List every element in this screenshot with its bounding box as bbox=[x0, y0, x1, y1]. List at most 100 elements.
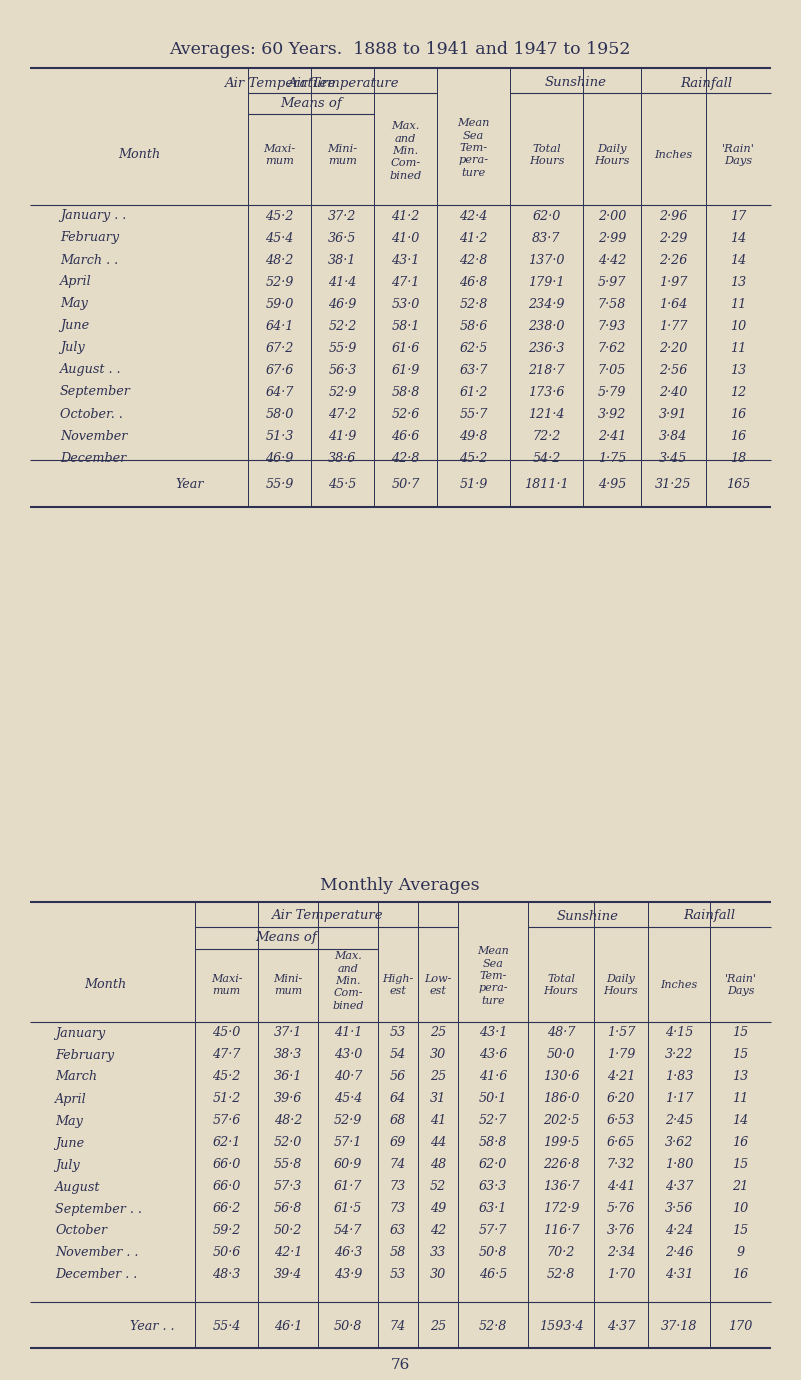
Text: 2·29: 2·29 bbox=[659, 232, 688, 244]
Text: Air Temperature: Air Temperature bbox=[271, 909, 382, 922]
Text: 1·75: 1·75 bbox=[598, 451, 626, 465]
Text: 37·1: 37·1 bbox=[274, 1027, 302, 1039]
Text: 4·42: 4·42 bbox=[598, 254, 626, 266]
Text: 56: 56 bbox=[390, 1071, 406, 1083]
Text: 31·25: 31·25 bbox=[655, 477, 692, 490]
Text: 50·8: 50·8 bbox=[479, 1246, 507, 1260]
Text: 50·8: 50·8 bbox=[334, 1319, 362, 1333]
Text: 61·7: 61·7 bbox=[334, 1180, 362, 1194]
Text: 45·0: 45·0 bbox=[212, 1027, 240, 1039]
Text: 3·56: 3·56 bbox=[665, 1202, 693, 1216]
Text: 202·5: 202·5 bbox=[543, 1115, 579, 1127]
Text: 39·6: 39·6 bbox=[274, 1093, 302, 1105]
Text: 58·6: 58·6 bbox=[459, 320, 488, 333]
Text: 1·83: 1·83 bbox=[665, 1071, 693, 1083]
Text: 50·1: 50·1 bbox=[479, 1093, 507, 1105]
Text: 3·22: 3·22 bbox=[665, 1049, 693, 1061]
Text: 2·46: 2·46 bbox=[665, 1246, 693, 1260]
Text: 43·9: 43·9 bbox=[334, 1268, 362, 1282]
Text: June: June bbox=[55, 1137, 84, 1150]
Text: 7·62: 7·62 bbox=[598, 341, 626, 355]
Text: September: September bbox=[60, 385, 131, 399]
Text: 45·4: 45·4 bbox=[334, 1093, 362, 1105]
Text: 48·2: 48·2 bbox=[265, 254, 294, 266]
Text: April: April bbox=[55, 1093, 87, 1105]
Text: 1·79: 1·79 bbox=[607, 1049, 635, 1061]
Text: Rainfall: Rainfall bbox=[683, 909, 735, 922]
Text: 66·0: 66·0 bbox=[212, 1180, 240, 1194]
Text: 67·2: 67·2 bbox=[265, 341, 294, 355]
Text: 54: 54 bbox=[390, 1049, 406, 1061]
Text: 37·2: 37·2 bbox=[328, 210, 356, 222]
Text: October: October bbox=[55, 1224, 107, 1238]
Text: 72·2: 72·2 bbox=[533, 429, 561, 443]
Text: 16: 16 bbox=[731, 429, 747, 443]
Text: 13: 13 bbox=[731, 276, 747, 288]
Text: March . .: March . . bbox=[60, 254, 118, 266]
Text: 15: 15 bbox=[732, 1224, 749, 1238]
Text: 5·79: 5·79 bbox=[598, 385, 626, 399]
Text: 45·2: 45·2 bbox=[265, 210, 294, 222]
Text: Daily
Hours: Daily Hours bbox=[604, 974, 638, 996]
Text: 47·1: 47·1 bbox=[392, 276, 420, 288]
Text: 1811·1: 1811·1 bbox=[524, 477, 569, 490]
Text: Sunshine: Sunshine bbox=[557, 909, 619, 922]
Text: 52·2: 52·2 bbox=[328, 320, 356, 333]
Text: 5·76: 5·76 bbox=[607, 1202, 635, 1216]
Text: 38·3: 38·3 bbox=[274, 1049, 302, 1061]
Text: February: February bbox=[55, 1049, 114, 1061]
Text: 2·41: 2·41 bbox=[598, 429, 626, 443]
Text: 64·7: 64·7 bbox=[265, 385, 294, 399]
Text: 58·8: 58·8 bbox=[479, 1137, 507, 1150]
Text: 1593·4: 1593·4 bbox=[539, 1319, 583, 1333]
Text: 48·3: 48·3 bbox=[212, 1268, 240, 1282]
Text: 1·77: 1·77 bbox=[659, 320, 688, 333]
Text: Year: Year bbox=[175, 477, 204, 490]
Text: 226·8: 226·8 bbox=[543, 1158, 579, 1172]
Text: 11: 11 bbox=[731, 298, 747, 310]
Text: 11: 11 bbox=[731, 341, 747, 355]
Text: 50·0: 50·0 bbox=[547, 1049, 575, 1061]
Text: 52·9: 52·9 bbox=[334, 1115, 362, 1127]
Text: 42: 42 bbox=[430, 1224, 446, 1238]
Text: 63·3: 63·3 bbox=[479, 1180, 507, 1194]
Text: 46·9: 46·9 bbox=[328, 298, 356, 310]
Text: 52·8: 52·8 bbox=[479, 1319, 507, 1333]
Text: 13: 13 bbox=[732, 1071, 749, 1083]
Text: Year . .: Year . . bbox=[130, 1319, 175, 1333]
Text: 45·5: 45·5 bbox=[328, 477, 356, 490]
Text: 54·2: 54·2 bbox=[533, 451, 561, 465]
Text: 83·7: 83·7 bbox=[533, 232, 561, 244]
Text: 1·70: 1·70 bbox=[607, 1268, 635, 1282]
Text: 6·53: 6·53 bbox=[607, 1115, 635, 1127]
Text: Rainfall: Rainfall bbox=[680, 76, 732, 90]
Text: 236·3: 236·3 bbox=[528, 341, 565, 355]
Text: October. .: October. . bbox=[60, 407, 123, 421]
Text: 7·32: 7·32 bbox=[607, 1158, 635, 1172]
Text: 61·2: 61·2 bbox=[459, 385, 488, 399]
Text: 68: 68 bbox=[390, 1115, 406, 1127]
Text: December . .: December . . bbox=[55, 1268, 137, 1282]
Text: 136·7: 136·7 bbox=[543, 1180, 579, 1194]
Text: 3·84: 3·84 bbox=[659, 429, 688, 443]
Text: 3·91: 3·91 bbox=[659, 407, 688, 421]
Text: 48·2: 48·2 bbox=[274, 1115, 302, 1127]
Text: 173·6: 173·6 bbox=[528, 385, 565, 399]
Text: 199·5: 199·5 bbox=[543, 1137, 579, 1150]
Text: 41·4: 41·4 bbox=[328, 276, 356, 288]
Text: 58: 58 bbox=[390, 1246, 406, 1260]
Text: 54·7: 54·7 bbox=[334, 1224, 362, 1238]
Text: 5·97: 5·97 bbox=[598, 276, 626, 288]
Text: 45·2: 45·2 bbox=[212, 1071, 240, 1083]
Text: 36·1: 36·1 bbox=[274, 1071, 302, 1083]
Text: 50·6: 50·6 bbox=[212, 1246, 240, 1260]
Text: 62·1: 62·1 bbox=[212, 1137, 240, 1150]
Text: 16: 16 bbox=[732, 1268, 749, 1282]
Text: 11: 11 bbox=[732, 1093, 749, 1105]
Text: Max.
and
Min.
Com-
bined: Max. and Min. Com- bined bbox=[389, 121, 421, 181]
Text: 43·1: 43·1 bbox=[479, 1027, 507, 1039]
Text: 30: 30 bbox=[430, 1049, 446, 1061]
Text: 15: 15 bbox=[732, 1027, 749, 1039]
Text: 15: 15 bbox=[732, 1049, 749, 1061]
Text: 61·6: 61·6 bbox=[392, 341, 420, 355]
